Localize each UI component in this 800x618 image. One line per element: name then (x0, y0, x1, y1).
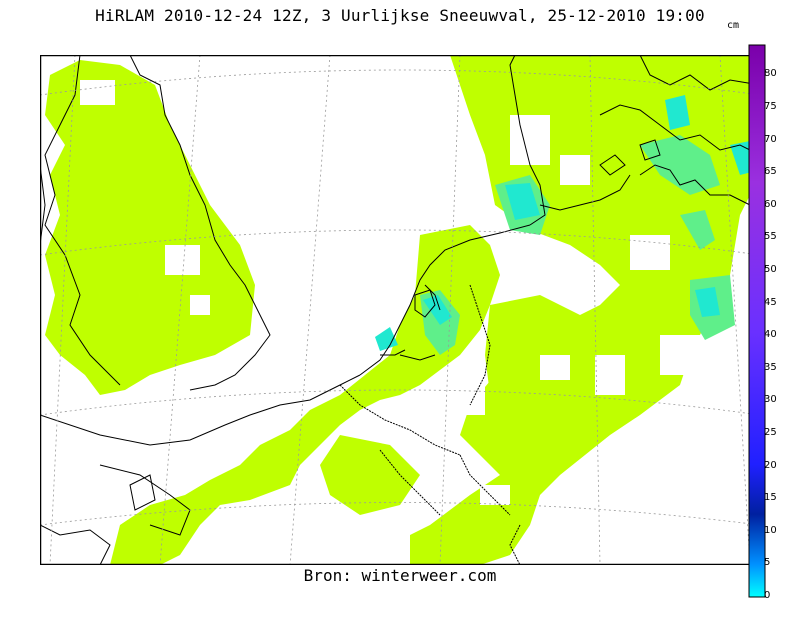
colorbar-tick-45: 45 (764, 296, 777, 308)
colorbar-tick-30: 30 (764, 394, 777, 406)
snowfall-colorbar (748, 44, 766, 602)
colorbar-tick-0: 0 (764, 590, 771, 601)
snow-gaps (80, 80, 705, 505)
colorbar-tick-5: 5 (764, 557, 771, 569)
colorbar-tick-25: 25 (764, 427, 777, 438)
colorbar-tick-40: 40 (764, 329, 777, 341)
colorbar-tick-35: 35 (764, 361, 777, 373)
snowfall-map (39, 54, 761, 569)
colorbar-tick-60: 60 (764, 198, 777, 210)
colorbar-tick-50: 50 (764, 264, 777, 275)
colorbar-tick-55: 55 (764, 231, 777, 243)
coastlines (39, 54, 761, 566)
colorbar-tick-75: 75 (764, 101, 777, 112)
latlon-grid (39, 54, 761, 566)
colorbar-tick-20: 20 (764, 459, 777, 471)
colorbar-tick-65: 65 (764, 166, 777, 178)
source-credit: Bron: winterweer.com (303, 566, 497, 585)
colorbar-tick-15: 15 (764, 492, 777, 504)
colorbar-tick-10: 10 (764, 524, 777, 536)
colorbar-tick-80: 80 (764, 68, 777, 80)
colorbar-unit: cm (727, 20, 740, 31)
colorbar-tick-70: 70 (764, 133, 777, 145)
map-title: HiRLAM 2010-12-24 12Z, 3 Uurlijkse Sneeu… (95, 6, 705, 25)
